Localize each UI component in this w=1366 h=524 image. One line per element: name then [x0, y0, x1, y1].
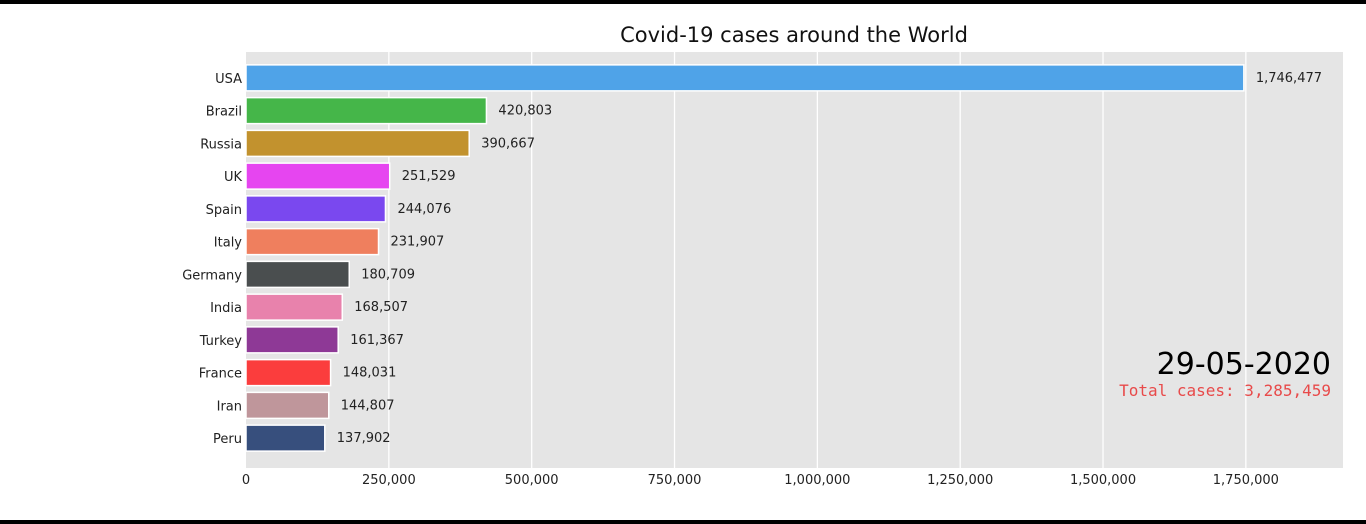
- category-label: India: [210, 301, 242, 316]
- bar-uk: [245, 162, 391, 190]
- category-label: Peru: [213, 432, 242, 447]
- category-label: Italy: [214, 236, 243, 251]
- value-label: 231,907: [391, 235, 445, 250]
- x-tick-label: 500,000: [505, 473, 559, 488]
- top-border: [0, 0, 1366, 4]
- value-label: 137,902: [337, 431, 391, 446]
- value-label: 1,746,477: [1256, 71, 1322, 86]
- category-label: Russia: [200, 137, 242, 152]
- bar-germany: [245, 260, 350, 289]
- bar-spain: [245, 195, 387, 223]
- bar-russia: [245, 129, 470, 158]
- bottom-border: [0, 520, 1366, 524]
- bar-brazil: [245, 96, 488, 125]
- x-tick-label: 1,250,000: [927, 473, 993, 488]
- category-label: UK: [224, 170, 243, 185]
- category-label: USA: [215, 72, 242, 87]
- bar-peru: [245, 424, 326, 452]
- x-tick-label: 750,000: [648, 473, 702, 488]
- bar-italy: [245, 227, 380, 256]
- category-label: Brazil: [206, 105, 242, 120]
- value-label: 180,709: [361, 267, 415, 282]
- grid-lines: [388, 52, 1247, 468]
- value-label: 420,803: [498, 104, 552, 119]
- chart-title: Covid-19 cases around the World: [620, 23, 968, 47]
- bar-usa: [245, 64, 1245, 92]
- value-label: 251,529: [402, 169, 456, 184]
- x-tick-label: 1,500,000: [1070, 473, 1136, 488]
- category-label: Iran: [217, 399, 242, 414]
- value-label: 144,807: [341, 398, 395, 413]
- bar-iran: [245, 391, 330, 420]
- x-tick-label: 1,750,000: [1213, 473, 1279, 488]
- x-tick-label: 250,000: [362, 473, 416, 488]
- bar-turkey: [245, 326, 339, 354]
- bar-india: [245, 293, 344, 321]
- value-label: 390,667: [481, 136, 535, 151]
- category-label: Turkey: [199, 334, 243, 349]
- value-label: 168,507: [354, 300, 408, 315]
- value-label: 161,367: [350, 333, 404, 348]
- bars: USA 1,746,477 Brazil 420,803 Russia 390,667 UK…: [182, 64, 1322, 452]
- total-cases-annotation: Total cases: 3,285,459: [1119, 381, 1331, 400]
- x-tick-label: 1,000,000: [784, 473, 850, 488]
- category-label: France: [199, 367, 242, 382]
- x-tick-label: 0: [242, 473, 250, 488]
- value-label: 148,031: [343, 366, 397, 381]
- date-annotation: 29-05-2020: [1157, 347, 1331, 382]
- bar-france: [245, 358, 332, 387]
- x-axis-ticks: 0 250,000 500,000 750,000 1,000,000 1,250,000…: [242, 473, 1279, 488]
- value-label: 244,076: [397, 202, 451, 217]
- category-label: Germany: [182, 268, 242, 283]
- category-label: Spain: [206, 203, 242, 218]
